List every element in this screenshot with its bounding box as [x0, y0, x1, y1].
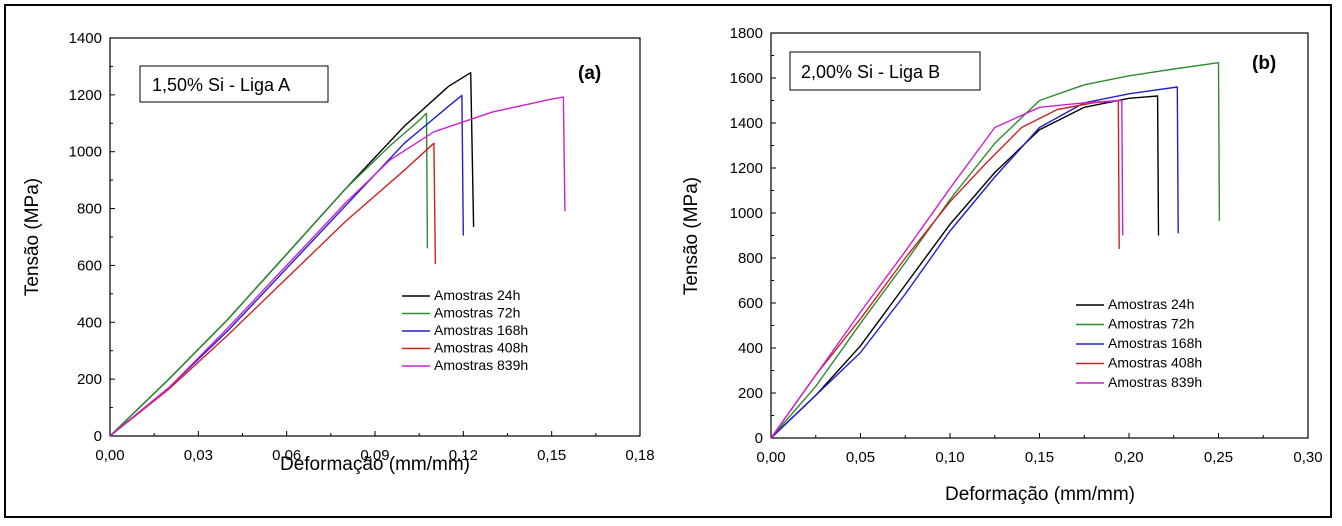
series-line-a-5: [109, 96, 566, 437]
y-tick-label: 0: [755, 430, 763, 447]
x-tick-label: 0,15: [537, 447, 566, 464]
legend-entry: Amostras 839h: [1108, 374, 1202, 390]
y-tick-label: 200: [738, 385, 763, 402]
y-tick-label: 600: [738, 295, 763, 312]
panel-letter-b: (b): [1252, 53, 1276, 74]
legend-entry: Amostras 72h: [434, 305, 520, 321]
series-line-a-4: [109, 142, 437, 437]
legend-entry: Amostras 24h: [434, 287, 520, 303]
x-tick-label: 0,25: [1204, 449, 1233, 466]
y-tick-label: 200: [77, 371, 102, 388]
plot-area-b: [770, 32, 1309, 439]
x-tick-label: 0,12: [449, 447, 478, 464]
series-line-a-1: [109, 71, 475, 437]
y-tick-label: 1200: [69, 87, 102, 104]
legend-entry: Amostras 408h: [1108, 355, 1202, 371]
x-tick-label: 0,00: [95, 447, 124, 464]
ticks-b: 0,00 0,05 0,10 0,15 0,20 0,25 0,30 0 200 400 600 80…: [730, 25, 1323, 466]
y-tick-label: 400: [77, 314, 102, 331]
x-tick-label: 0,06: [272, 447, 301, 464]
x-tick-label: 0,18: [625, 447, 654, 464]
x-tick-label: 0,15: [1025, 449, 1054, 466]
y-axis-label-a: Tensão (MPa): [22, 178, 43, 296]
x-tick-label: 0,03: [184, 447, 213, 464]
x-axis-label-a: Deformação (mm/mm): [280, 454, 470, 475]
x-axis-label-b: Deformação (mm/mm): [945, 484, 1135, 505]
ticks-a: 0,00 0,03 0,06 0,09 0,12 0,15 0,18 0 200 400 600 80…: [69, 30, 655, 464]
legend-entry: Amostras 168h: [434, 322, 528, 338]
legend-entry: Amostras 168h: [1108, 335, 1202, 351]
y-tick-label: 1600: [730, 70, 763, 87]
annotation-box-b: 2,00% Si - Liga B: [789, 51, 981, 91]
legend-entry: Amostras 839h: [434, 357, 528, 373]
panel-a: 0,00 0,03 0,06 0,09 0,12 0,15 0,18 0 200 400 600 80…: [22, 30, 655, 475]
series-line-b-5: [770, 99, 1124, 439]
series-line-a-2: [109, 112, 429, 437]
x-tick-label: 0,10: [935, 449, 964, 466]
series-group-b: [770, 62, 1221, 439]
legend-entry: Amostras 408h: [434, 340, 528, 356]
y-tick-label: 800: [738, 250, 763, 267]
annotation-box-a: 1,50% Si - Liga A: [139, 65, 329, 103]
y-tick-label: 0: [94, 428, 102, 445]
annotation-a: 1,50% Si - Liga A: [152, 75, 290, 95]
x-tick-label: 0,20: [1114, 449, 1143, 466]
panel-b: 0,00 0,05 0,10 0,15 0,20 0,25 0,30 0 200 400 600 80…: [681, 25, 1323, 505]
y-tick-label: 1400: [730, 115, 763, 132]
y-tick-label: 1000: [730, 205, 763, 222]
y-tick-label: 1800: [730, 25, 763, 42]
x-tick-label: 0,05: [846, 449, 875, 466]
y-tick-label: 600: [77, 257, 102, 274]
series-group-a: [109, 71, 566, 437]
x-tick-label: 0,30: [1293, 449, 1322, 466]
panel-letter-a: (a): [578, 63, 601, 84]
legend-entry: Amostras 24h: [1108, 296, 1194, 312]
y-tick-label: 800: [77, 201, 102, 218]
legend-entry: Amostras 72h: [1108, 316, 1194, 332]
annotation-b: 2,00% Si - Liga B: [801, 62, 940, 82]
y-tick-label: 1000: [69, 144, 102, 161]
series-line-b-3: [770, 86, 1179, 439]
y-axis-label-b: Tensão (MPa): [681, 177, 702, 295]
series-line-b-1: [770, 95, 1160, 439]
x-tick-label: 0,00: [756, 449, 785, 466]
y-tick-label: 1200: [730, 160, 763, 177]
y-tick-label: 1400: [69, 30, 102, 47]
legend-b: Amostras 24h Amostras 72h Amostras 168h Amo…: [1076, 296, 1202, 390]
y-tick-label: 400: [738, 340, 763, 357]
series-line-b-2: [770, 62, 1221, 439]
x-tick-label: 0,09: [360, 447, 389, 464]
